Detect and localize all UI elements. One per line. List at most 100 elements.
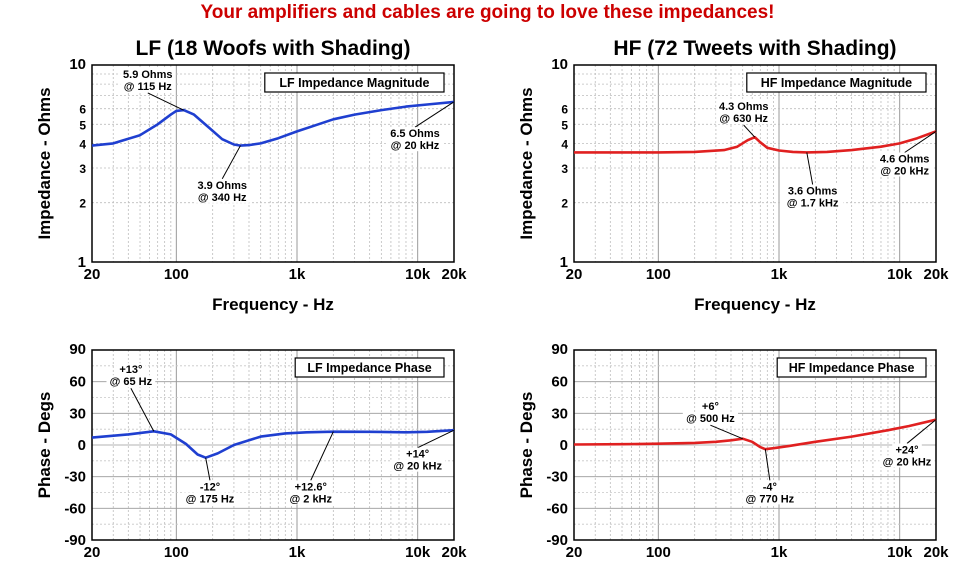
y-tick-label: 90: [69, 341, 86, 358]
annotation-text: 3.9 Ohms: [197, 180, 247, 192]
annotation-bg: [892, 443, 922, 456]
x-tick-label: 100: [164, 544, 189, 561]
panel-label: HF Impedance Phase: [789, 361, 915, 375]
annotation-bg: [879, 455, 935, 468]
annotation-bg: [742, 492, 798, 505]
x-tick-label: 20: [84, 544, 101, 561]
chart-hf-phase: 20 100 1k 10k 20k 90 60 30 0 -30 -60 -90 Phase - Deg…: [517, 341, 949, 561]
x-tick-label: 100: [646, 544, 671, 561]
annotation-bg: [390, 459, 446, 472]
annotation-text: @ 20 kHz: [391, 140, 440, 152]
chart-hf-mag: 20 100 1k 10k 20k 1 2 3 4 56 10 HF (72 Tweets with …: [517, 37, 949, 314]
y-axis-label: Phase - Degs: [517, 392, 536, 499]
x-tick-label: 10k: [887, 266, 913, 283]
series-line: [91, 428, 455, 460]
annotation-text: -4°: [763, 481, 777, 493]
y-tick-label: -60: [546, 500, 568, 517]
annotation-bg: [682, 412, 738, 425]
y-tick-label: 4: [79, 137, 86, 151]
y-tick-label: 1: [560, 254, 568, 271]
panel-label: LF Impedance Phase: [307, 361, 431, 375]
annotation-bg: [195, 480, 225, 493]
annotation-leader: [906, 419, 937, 444]
x-tick-label: 20k: [441, 544, 467, 561]
annotation-bg: [781, 196, 844, 209]
panel-label-box: [776, 357, 927, 378]
panel-label: HF Impedance Magnitude: [761, 76, 912, 90]
annotation-leader: [417, 429, 455, 449]
y-tick-label: 60: [551, 374, 568, 391]
y-tick-label: 6: [79, 103, 86, 117]
panel-label-box: [264, 72, 445, 93]
x-axis-label: Frequency - Hz: [212, 295, 334, 314]
annotation-text: @ 1.7 kHz: [787, 198, 839, 210]
annotation-text: 4.3 Ohms: [719, 101, 769, 113]
x-tick-label: 20: [566, 266, 583, 283]
x-tick-label: 1k: [289, 266, 306, 283]
annotation-text: +13°: [119, 364, 142, 376]
annotation-text: -12°: [200, 481, 220, 493]
y-tick-label: 0: [560, 437, 568, 454]
plot-frame: [573, 349, 937, 541]
y-axis-label: Impedance - Ohms: [517, 87, 536, 239]
y-tick-label: 30: [551, 405, 568, 422]
annotation-text: @ 770 Hz: [746, 493, 795, 505]
annotation-bg: [194, 178, 250, 191]
y-tick-label: 3: [561, 162, 568, 176]
annotation-bg: [877, 152, 933, 165]
chart-title: HF (72 Tweets with Shading): [613, 37, 896, 60]
panel-label-box: [746, 72, 927, 93]
annotation-text: +24°: [895, 444, 918, 456]
annotation-bg: [698, 400, 722, 413]
x-tick-label: 1k: [771, 266, 788, 283]
annotation-text: 5.9 Ohms: [123, 69, 173, 81]
annotation-leader: [310, 431, 334, 481]
annotation-bg: [785, 184, 841, 197]
x-tick-label: 10k: [887, 544, 913, 561]
annotation-bg: [194, 190, 250, 203]
y-tick-label: 6: [561, 103, 568, 117]
annotation-leader: [414, 101, 455, 128]
y-axis-label: Phase - Degs: [35, 392, 54, 499]
annotation-text: @ 500 Hz: [686, 413, 735, 425]
annotation-leader: [806, 152, 814, 185]
series-line: [574, 130, 937, 154]
annotation-text: +14°: [406, 449, 429, 461]
annotation-text: @ 340 Hz: [198, 192, 247, 204]
y-tick-label: -30: [546, 469, 568, 486]
annotation-bg: [120, 67, 176, 80]
annotation-bg: [120, 79, 176, 92]
x-tick-label: 100: [164, 266, 189, 283]
annotation-text: @ 630 Hz: [719, 113, 768, 125]
y-tick-label: -90: [64, 532, 86, 549]
x-tick-label: 10k: [405, 266, 431, 283]
annotation-text: 4.6 Ohms: [880, 153, 930, 165]
panel-label-box: [294, 357, 445, 378]
y-tick-label: 3: [79, 162, 86, 176]
x-tick-label: 20k: [441, 266, 467, 283]
annotation-bg: [716, 112, 772, 125]
x-tick-label: 20: [566, 544, 583, 561]
series-line: [573, 418, 937, 451]
annotation-leader: [710, 424, 743, 440]
annotation-text: @ 115 Hz: [124, 81, 173, 93]
plot-frame: [91, 64, 455, 263]
x-tick-label: 20k: [923, 544, 949, 561]
annotation-leader: [743, 124, 756, 138]
annotation-bg: [286, 492, 336, 505]
annotation-bg: [116, 363, 146, 376]
y-tick-label: 30: [69, 405, 86, 422]
annotation-text: @ 20 kHz: [883, 456, 932, 468]
y-tick-label: 90: [551, 341, 568, 358]
y-tick-label: -60: [64, 500, 86, 517]
annotation-text: +12.6°: [295, 481, 327, 493]
y-tick-label: 2: [79, 197, 86, 211]
x-axis-label: Frequency - Hz: [694, 295, 816, 314]
annotation-leader: [221, 145, 241, 180]
chart-lf-phase: 20 100 1k 10k 20k 90 60 30 0 -30 -60 -90 Phase - Deg…: [35, 341, 467, 561]
annotation-bg: [758, 480, 782, 493]
annotation-leader: [205, 457, 211, 481]
y-tick-label: 5: [79, 118, 86, 132]
y-tick-label: -90: [546, 532, 568, 549]
annotation-bg: [387, 127, 443, 140]
